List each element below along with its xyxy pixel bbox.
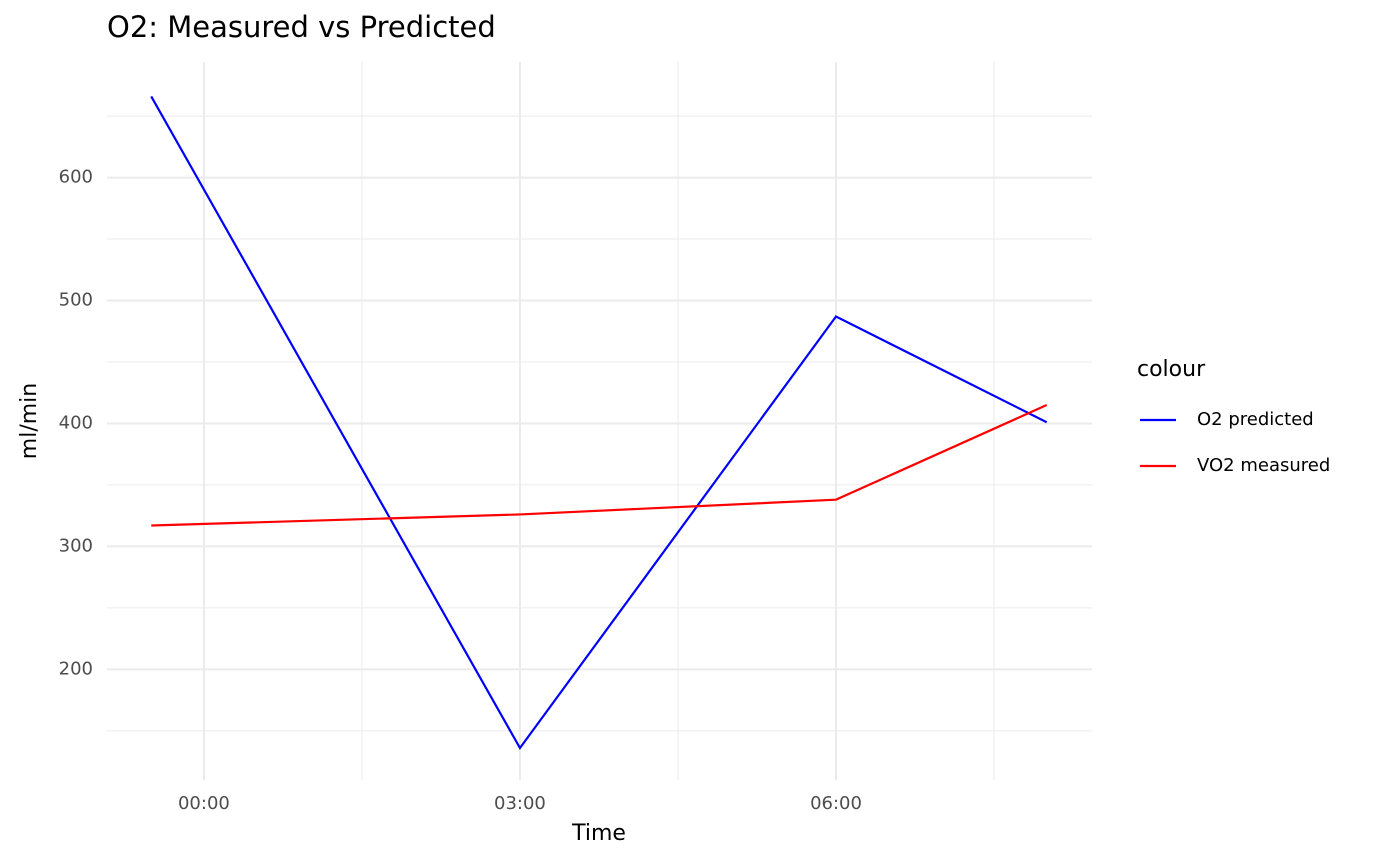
series-line xyxy=(151,404,1048,527)
y-tick-label: 400 xyxy=(59,412,93,433)
y-tick-label: 200 xyxy=(59,658,93,679)
y-tick-label: 300 xyxy=(59,535,93,556)
x-tick-label: 03:00 xyxy=(494,793,546,814)
x-axis-title: Time xyxy=(571,821,626,846)
legend-title: colour xyxy=(1137,357,1206,382)
y-tick-label: 500 xyxy=(59,290,93,311)
grid xyxy=(107,62,1092,780)
series-line xyxy=(150,95,1048,751)
x-tick-label: 00:00 xyxy=(178,793,230,814)
chart-title: O2: Measured vs Predicted xyxy=(107,10,496,44)
y-tick-label: 600 xyxy=(59,167,93,188)
y-axis-title: ml/min xyxy=(17,383,42,459)
x-tick-label: 06:00 xyxy=(810,793,862,814)
legend-label: VO2 measured xyxy=(1197,455,1330,476)
legend-label: O2 predicted xyxy=(1197,409,1314,430)
